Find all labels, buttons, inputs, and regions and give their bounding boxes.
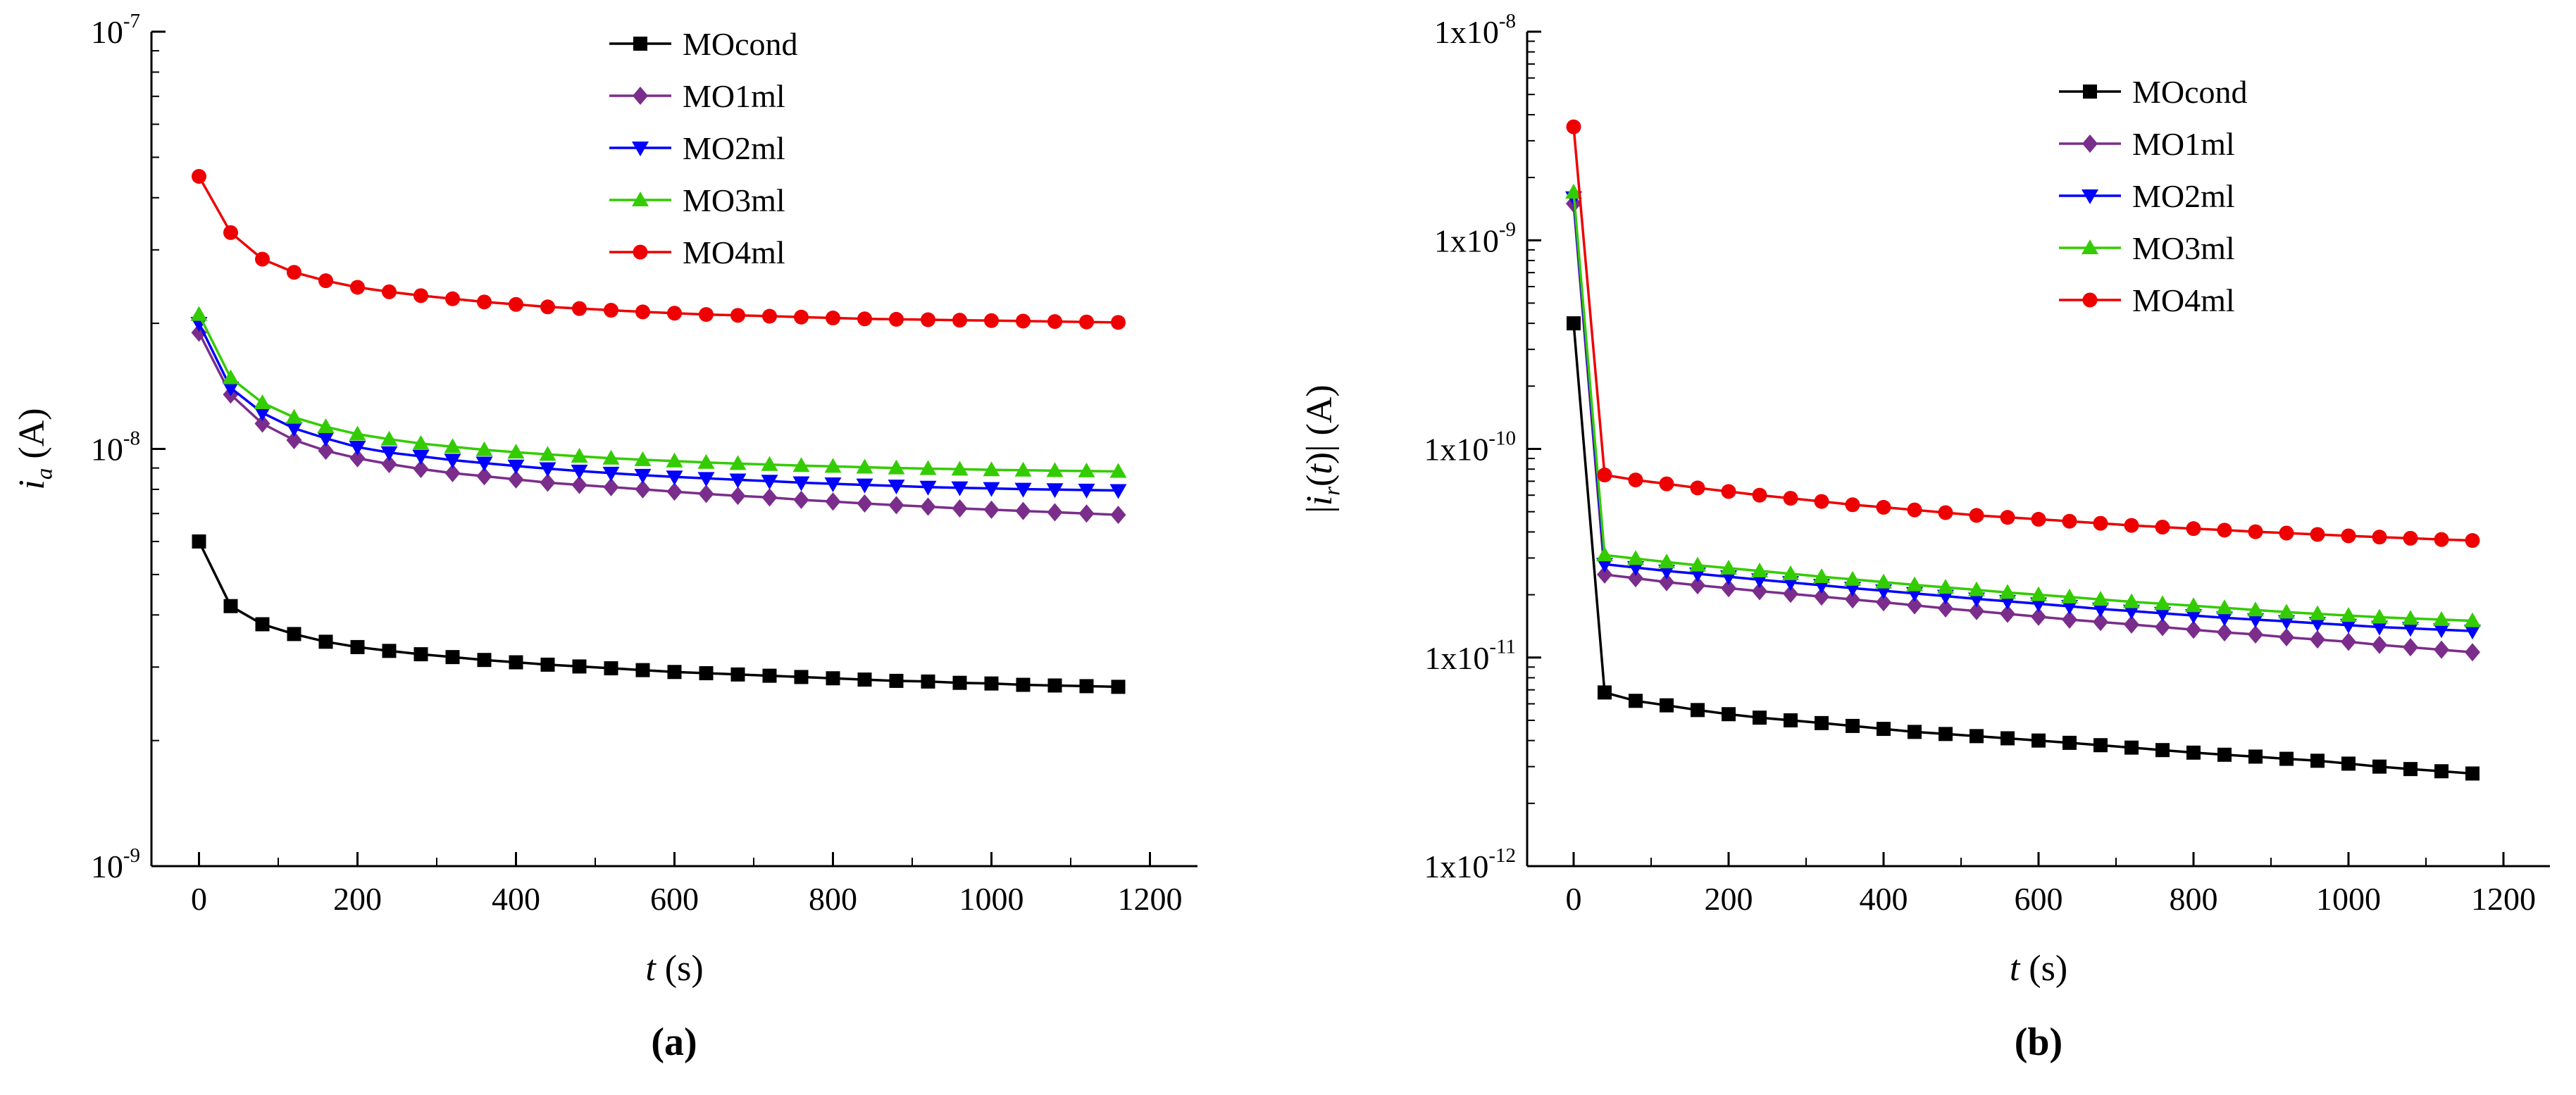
chart-a-canvas: 10-710-810-90 200 400 600 800 1000 1200MOcondM… bbox=[12, 10, 1197, 989]
series-MO2ml bbox=[1565, 191, 2481, 640]
x-tick-label: 0 bbox=[191, 881, 207, 917]
y-axis-label: |ir(t)| (A) bbox=[1300, 384, 1345, 513]
series-MO4ml bbox=[192, 168, 1126, 330]
legend-label: MO4ml bbox=[683, 234, 785, 270]
legend-item-MO1ml: MO1ml bbox=[609, 78, 785, 114]
series-MOcond bbox=[1567, 316, 2479, 781]
x-tick-label: 600 bbox=[650, 881, 699, 917]
legend-label: MO3ml bbox=[683, 182, 785, 218]
legend-item-MO2ml: MO2ml bbox=[2059, 178, 2235, 214]
x-tick-label: 200 bbox=[333, 881, 382, 917]
legend-item-MO2ml: MO2ml bbox=[609, 130, 785, 166]
legend-item-MO3ml: MO3ml bbox=[609, 182, 785, 218]
legend: MOcond MO1ml MO2ml MO3ml MO4ml bbox=[2059, 74, 2248, 318]
series-MO4ml bbox=[1566, 119, 2480, 549]
legend-label: MOcond bbox=[683, 26, 798, 62]
series-MO3ml bbox=[190, 306, 1127, 478]
x-tick-label: 0 bbox=[1566, 881, 1582, 917]
x-axis-label: t (s) bbox=[2010, 949, 2067, 989]
x-tick-label: 800 bbox=[809, 881, 857, 917]
legend: MOcond MO1ml MO2ml MO3ml MO4ml bbox=[609, 26, 798, 270]
x-tick-label: 200 bbox=[1705, 881, 1753, 917]
series-MOcond bbox=[192, 534, 1126, 694]
series-MO3ml bbox=[1565, 183, 2481, 627]
x-tick-label: 400 bbox=[1860, 881, 1908, 917]
legend-label: MO1ml bbox=[2132, 126, 2235, 162]
y-tick-label: 10-9 bbox=[91, 844, 140, 884]
panel-caption-b: (b) bbox=[2014, 1020, 2063, 1064]
y-tick-label: 1x10-9 bbox=[1434, 218, 1516, 258]
legend-label: MOcond bbox=[2132, 74, 2248, 110]
x-tick-label: 1000 bbox=[2316, 881, 2381, 917]
panel-caption-a: (a) bbox=[651, 1020, 697, 1064]
x-tick-label: 1200 bbox=[1118, 881, 1183, 917]
legend-item-MO3ml: MO3ml bbox=[2059, 230, 2235, 266]
y-axis-label: ia (A) bbox=[12, 408, 57, 489]
x-tick-label: 400 bbox=[492, 881, 540, 917]
legend-item-MOcond: MOcond bbox=[2059, 74, 2248, 110]
y-tick-label: 1x10-8 bbox=[1434, 10, 1516, 50]
legend-label: MO3ml bbox=[2132, 230, 2235, 266]
chart-panel-a: 10-7 10-8 10-9 0 200 400 600 800 1000 1200 MOcond M… bbox=[12, 10, 1197, 1064]
y-tick-label: 10-8 bbox=[91, 427, 140, 467]
x-axis-label: t (s) bbox=[645, 949, 703, 989]
chart-b-canvas: 1x10-8 1x10-9 1x10-10 1x10-11 1x10-12 0 200 400… bbox=[1300, 10, 2550, 989]
x-tick-label: 800 bbox=[2170, 881, 2218, 917]
series-MO2ml bbox=[190, 317, 1127, 499]
legend-item-MO4ml: MO4ml bbox=[609, 234, 785, 270]
legend-label: MO1ml bbox=[683, 78, 785, 114]
legend-label: MO4ml bbox=[2132, 282, 2235, 318]
series-MO1ml bbox=[191, 323, 1126, 525]
y-tick-label: 1x10-11 bbox=[1424, 636, 1516, 676]
legend-label: MO2ml bbox=[683, 130, 785, 166]
legend-item-MO1ml: MO1ml bbox=[2059, 126, 2235, 162]
legend-label: MO2ml bbox=[2132, 178, 2235, 214]
chart-panel-b: 1x10-8 1x10-9 1x10-10 1x10-11 1x10-12 0 200 400… bbox=[1288, 0, 2576, 1095]
x-tick-label: 1200 bbox=[2471, 881, 2536, 917]
y-tick-label: 1x10-12 bbox=[1424, 844, 1516, 884]
legend-item-MOcond: MOcond bbox=[609, 26, 798, 62]
y-tick-label: 10-7 bbox=[91, 10, 140, 50]
series-MO1ml bbox=[1566, 194, 2480, 662]
legend-item-MO4ml: MO4ml bbox=[2059, 282, 2235, 318]
x-tick-label: 1000 bbox=[959, 881, 1024, 917]
x-tick-label: 600 bbox=[2015, 881, 2063, 917]
y-tick-label: 1x10-10 bbox=[1424, 427, 1516, 467]
